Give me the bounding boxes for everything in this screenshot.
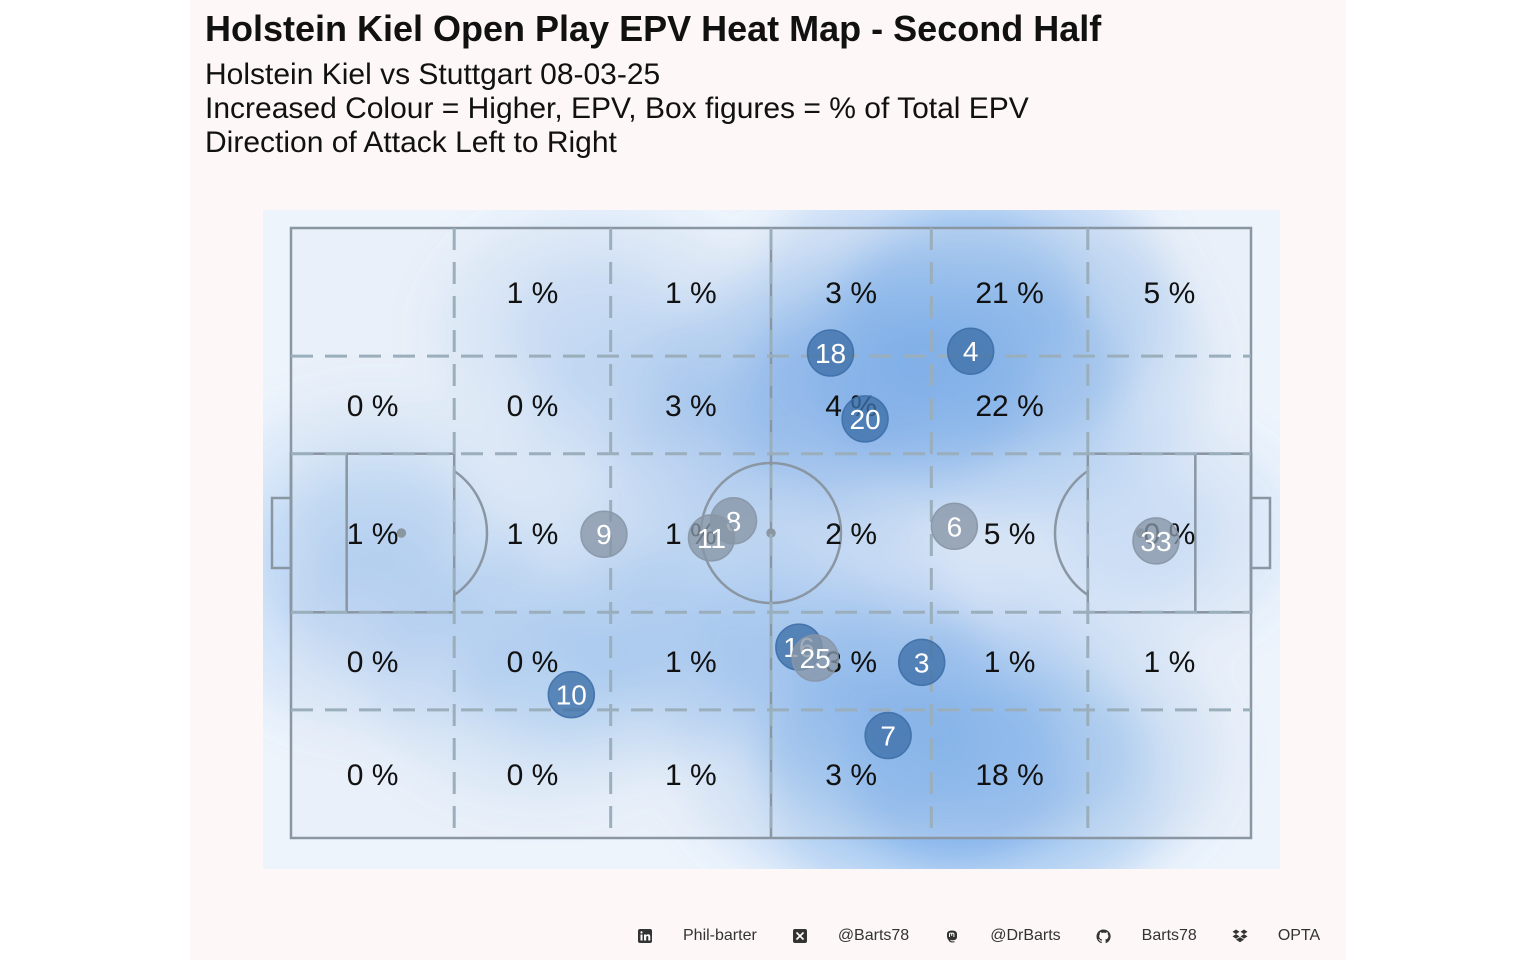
- zone-percentage-label: 0 %: [507, 390, 559, 423]
- zone-percentage-label: 0 %: [347, 646, 399, 679]
- player-number-label: 25: [800, 643, 831, 674]
- player-marker: 10: [547, 670, 596, 719]
- player-marker: 9: [580, 510, 628, 558]
- player-marker: 25: [791, 634, 839, 682]
- footer-mastodon-handle[interactable]: @DrBarts: [990, 927, 1061, 944]
- zone-percentage-label: 21 %: [975, 277, 1043, 310]
- player-dot: [547, 670, 596, 719]
- footer-data-source: OPTA: [1277, 927, 1321, 944]
- player-marker: 20: [841, 395, 889, 443]
- zone-percentage-label: 1 %: [665, 646, 717, 679]
- subtitle-match: Holstein Kiel vs Stuttgart 08-03-25: [205, 58, 661, 91]
- footer-linkedin-handle[interactable]: Phil-barter: [683, 927, 757, 944]
- zone-percentage-label: 2 %: [825, 518, 877, 551]
- player-dot: [946, 327, 995, 375]
- zone-percentage-label: 18 %: [975, 759, 1043, 792]
- footer-credits: Phil-barter @Barts78 @DrBarts Barts78 OP…: [637, 924, 1320, 948]
- left-penalty-arc: [453, 469, 489, 597]
- player-marker: 4: [946, 327, 995, 375]
- zone-percentage-label: 1 %: [507, 518, 559, 551]
- player-number-label: 18: [815, 338, 846, 369]
- x-twitter-icon[interactable]: [792, 928, 808, 944]
- player-marker: 3: [897, 638, 946, 687]
- heat-blob-inner: [448, 610, 633, 749]
- player-number-label: 3: [914, 647, 930, 678]
- subtitle-direction: Direction of Attack Left to Right: [205, 126, 617, 159]
- player-dot: [791, 634, 839, 682]
- player-dot: [580, 510, 628, 558]
- player-dot: [1132, 517, 1180, 565]
- right-goal: [1249, 496, 1272, 570]
- zone-percentage-label: 1 %: [665, 759, 717, 792]
- chart-title: Holstein Kiel Open Play EPV Heat Map - S…: [205, 8, 1102, 49]
- zone-percentage-label: 1 %: [1144, 646, 1196, 679]
- zone-percentage-label: 3 %: [825, 759, 877, 792]
- player-number-label: 7: [880, 721, 896, 752]
- heat-blob-inner: [508, 264, 689, 400]
- mastodon-icon[interactable]: [944, 928, 960, 944]
- zone-percentage-label: 0 %: [347, 390, 399, 423]
- zone-grid: [291, 228, 1251, 838]
- player-dot: [930, 502, 979, 551]
- zone-percentage-label: 0 %: [507, 646, 559, 679]
- linkedin-icon[interactable]: [637, 928, 653, 944]
- left-penalty-spot: [396, 528, 407, 538]
- player-number-label: 10: [556, 680, 587, 711]
- zone-percentage-label: 22 %: [975, 390, 1043, 423]
- player-number-label: 20: [850, 404, 881, 435]
- zone-percentage-label: 1 %: [665, 277, 717, 310]
- player-number-label: 11: [697, 523, 726, 554]
- heat-blob-inner: [289, 448, 466, 581]
- right-penalty-arc: [1053, 469, 1089, 597]
- zone-percentage-label: 1 %: [347, 518, 399, 551]
- player-marker: 6: [930, 502, 979, 551]
- player-dot: [864, 711, 912, 760]
- heat-blob-inner: [922, 671, 1139, 834]
- player-marker: 18: [806, 329, 855, 377]
- left-goal: [270, 496, 293, 570]
- player-dot: [841, 395, 889, 443]
- player-number-label: 9: [596, 519, 612, 550]
- zone-percentage-label: 0 %: [507, 759, 559, 792]
- heat-blur-group: [263, 210, 1280, 869]
- player-markers: 18420981163316253107: [547, 327, 1180, 760]
- player-marker: 33: [1132, 517, 1180, 565]
- player-marker: 7: [864, 711, 912, 760]
- player-number-label: 33: [1140, 526, 1171, 557]
- zone-percentage-label: 5 %: [1144, 277, 1196, 310]
- github-icon[interactable]: [1096, 928, 1112, 944]
- player-number-label: 6: [947, 511, 963, 542]
- zone-percentage-label: 5 %: [984, 518, 1036, 551]
- subtitle-legend-note: Increased Colour = Higher, EPV, Box figu…: [205, 92, 1029, 125]
- heat-density-layer: [263, 210, 1280, 869]
- footer-x-handle[interactable]: @Barts78: [837, 927, 910, 944]
- footer-github-handle[interactable]: Barts78: [1141, 927, 1197, 944]
- zone-percentage-label: 3 %: [665, 390, 717, 423]
- player-marker: 11: [687, 514, 736, 562]
- player-number-label: 4: [963, 336, 979, 367]
- zone-percentage-label: 3 %: [825, 277, 877, 310]
- zone-percentage-label: 1 %: [984, 646, 1036, 679]
- zone-percentage-label: 1 %: [507, 277, 559, 310]
- player-dot: [687, 514, 736, 562]
- player-dot: [806, 329, 855, 377]
- zone-percentage-label: 0 %: [347, 759, 399, 792]
- dropbox-icon[interactable]: [1232, 928, 1248, 944]
- player-dot: [897, 638, 946, 687]
